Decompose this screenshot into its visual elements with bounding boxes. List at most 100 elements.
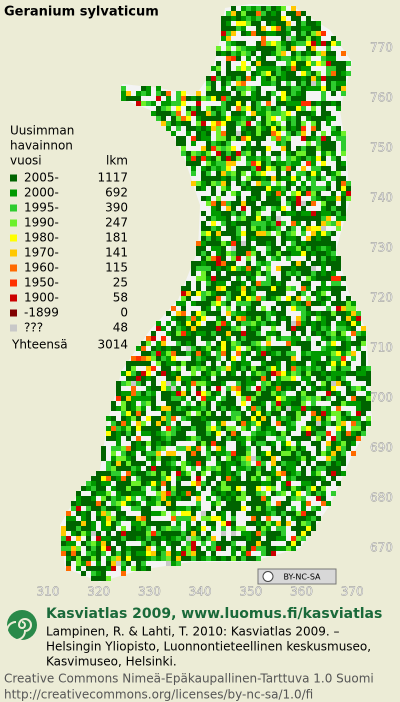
grid-square [221,486,226,491]
grid-square [221,91,226,96]
grid-square [351,426,356,431]
grid-square [231,241,236,246]
grid-square [126,361,131,366]
grid-square [301,246,306,251]
grid-square [246,491,251,496]
grid-square [171,491,176,496]
grid-square [311,101,316,106]
grid-square [286,91,291,96]
grid-square [76,511,81,516]
grid-square [146,496,151,501]
grid-square [311,471,316,476]
grid-square [241,51,246,56]
grid-square [271,391,276,396]
grid-square [281,51,286,56]
grid-square [266,116,271,121]
grid-square [306,156,311,161]
grid-square [361,371,366,376]
grid-square [176,326,181,331]
grid-square [336,266,341,271]
grid-square [326,251,331,256]
grid-square [306,171,311,176]
grid-square [266,286,271,291]
grid-square [201,351,206,356]
grid-square [241,446,246,451]
grid-square [341,331,346,336]
grid-square [131,556,136,561]
grid-square [321,241,326,246]
grid-square [226,306,231,311]
grid-square [66,541,71,546]
grid-square [326,411,331,416]
grid-square [321,116,326,121]
grid-square [211,516,216,521]
grid-square [341,191,346,196]
grid-square [71,531,76,536]
grid-square [76,491,81,496]
grid-square [206,396,211,401]
grid-square [226,176,231,181]
grid-square [281,506,286,511]
grid-square [281,211,286,216]
grid-square [306,526,311,531]
grid-square [196,386,201,391]
grid-square [316,416,321,421]
grid-square [156,551,161,556]
grid-square [221,166,226,171]
grid-square [231,146,236,151]
grid-square [76,501,81,506]
grid-square [261,501,266,506]
grid-square [241,106,246,111]
grid-square [186,426,191,431]
grid-square [221,421,226,426]
grid-square [146,396,151,401]
grid-square [176,421,181,426]
grid-square [341,451,346,456]
grid-square [191,311,196,316]
grid-square [301,106,306,111]
grid-square [211,161,216,166]
grid-square [176,506,181,511]
grid-square [306,251,311,256]
grid-square [311,371,316,376]
grid-square [281,376,286,381]
grid-square [331,261,336,266]
grid-square [246,546,251,551]
grid-square [306,66,311,71]
grid-square [116,471,121,476]
grid-square [161,431,166,436]
grid-square [336,446,341,451]
grid-square [291,191,296,196]
grid-square [271,226,276,231]
grid-square [116,476,121,481]
grid-square [91,496,96,501]
grid-square [171,386,176,391]
grid-square [301,31,306,36]
grid-square [131,96,136,101]
grid-square [156,421,161,426]
grid-square [261,441,266,446]
grid-square [201,316,206,321]
grid-square [276,436,281,441]
grid-square [286,66,291,71]
grid-square [171,526,176,531]
grid-square [211,66,216,71]
grid-square [101,546,106,551]
grid-square [231,226,236,231]
grid-square [321,131,326,136]
grid-square [151,401,156,406]
grid-square [246,366,251,371]
grid-square [186,331,191,336]
grid-square [196,161,201,166]
grid-square [296,316,301,321]
grid-square [221,341,226,346]
grid-square [311,146,316,151]
grid-square [221,141,226,146]
grid-square [236,436,241,441]
grid-square [191,421,196,426]
grid-square [321,376,326,381]
grid-square [251,151,256,156]
grid-square [126,561,131,566]
grid-square [146,361,151,366]
grid-square [171,381,176,386]
